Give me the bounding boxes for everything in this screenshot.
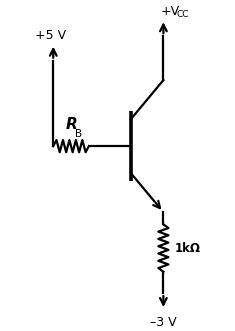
Text: R: R: [65, 118, 77, 132]
Text: 1kΩ: 1kΩ: [175, 242, 201, 255]
Text: +5 V: +5 V: [35, 29, 66, 42]
Text: +V: +V: [161, 5, 180, 18]
Text: B: B: [75, 129, 82, 139]
Text: –3 V: –3 V: [150, 316, 176, 329]
Text: CC: CC: [177, 10, 189, 19]
